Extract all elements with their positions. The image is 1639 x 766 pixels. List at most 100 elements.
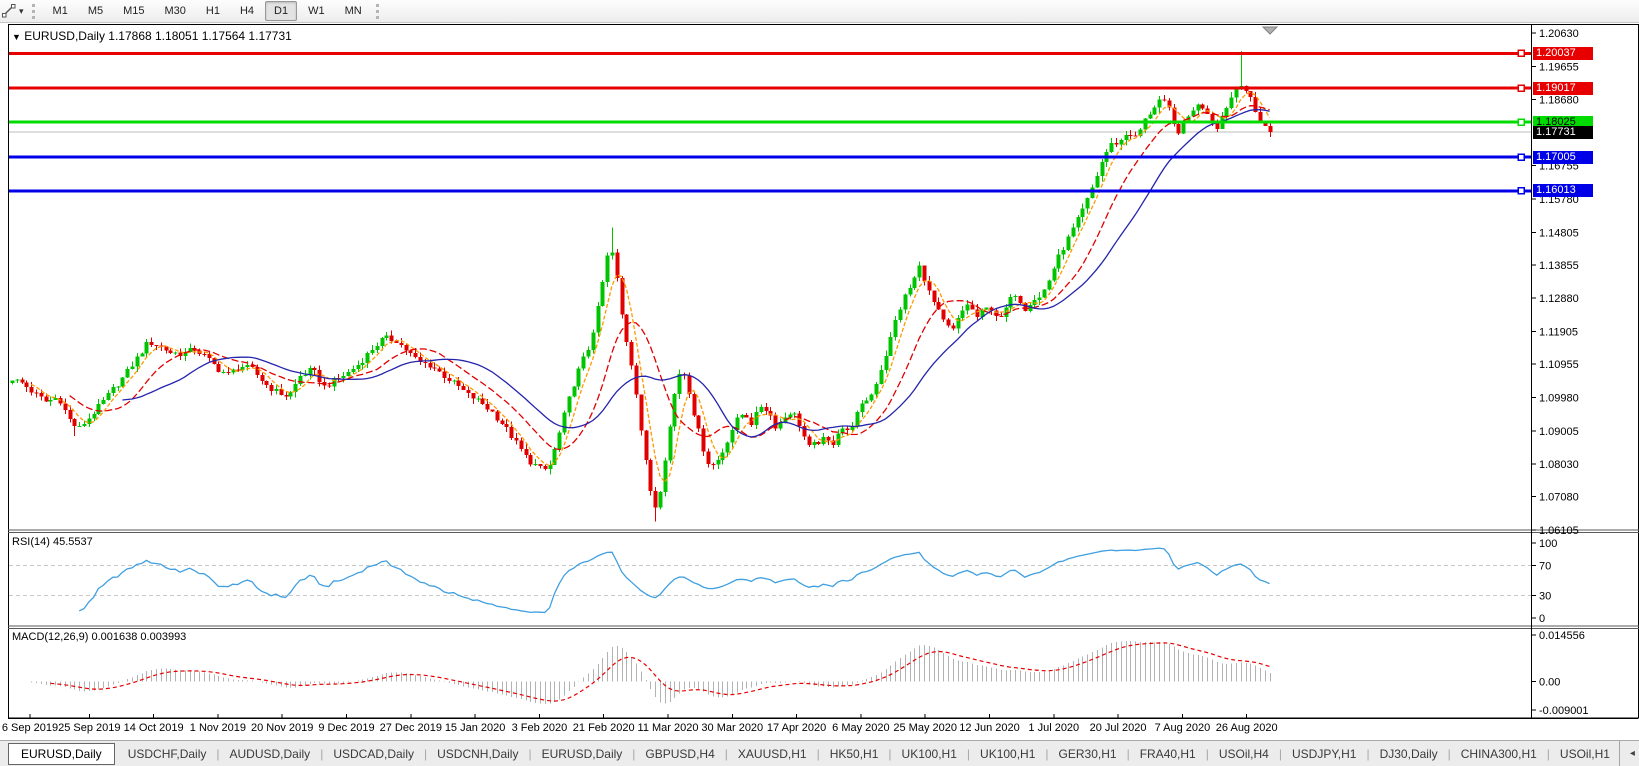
tab-uk100-h1[interactable]: UK100,H1 <box>980 746 1036 761</box>
tab-usoil-h4[interactable]: USOil,H4 <box>1218 746 1269 761</box>
rsi-panel: 100 70 30 0 <box>9 538 1557 625</box>
tab-separator: | <box>1546 746 1550 761</box>
date-label: 20 Nov 2019 <box>251 722 313 734</box>
macd-panel: 0.014556 0.00 -0.009001 <box>30 630 1589 717</box>
date-label: 15 Jan 2020 <box>445 722 506 734</box>
svg-text:0.014556: 0.014556 <box>1539 630 1585 642</box>
price-line-label-1.17005: 1.17005 <box>1533 151 1593 164</box>
svg-text:100: 100 <box>1539 538 1557 550</box>
tab-usdcnh-daily[interactable]: USDCNH,Daily <box>437 746 519 761</box>
tab-scroll-left-icon[interactable]: ◂ <box>1629 748 1635 759</box>
svg-text:0.00: 0.00 <box>1539 676 1560 688</box>
svg-text:0: 0 <box>1539 613 1545 625</box>
toolbar-grip[interactable] <box>31 3 35 19</box>
date-label: 1 Jul 2020 <box>1028 722 1079 734</box>
tab-scroll-buttons: ◂ ▸ <box>1618 741 1639 766</box>
svg-text:1.10955: 1.10955 <box>1539 359 1579 371</box>
tab-eurusd-daily[interactable]: EURUSD,Daily <box>8 742 115 765</box>
tab-usdjpy-h1[interactable]: USDJPY,H1 <box>1291 746 1357 761</box>
timeframe-button-m1[interactable]: M1 <box>52 5 68 17</box>
tab-hk50-h1[interactable]: HK50,H1 <box>829 746 879 761</box>
hline-handle-1.16013[interactable] <box>1517 187 1525 195</box>
timeframe-button-h1[interactable]: H1 <box>205 5 220 17</box>
chart-window-frame <box>8 24 1639 719</box>
price-line-label-1.17731: 1.17731 <box>1533 126 1593 139</box>
toolbar-grip-2[interactable] <box>375 3 379 19</box>
price-line-label-1.16013: 1.16013 <box>1533 184 1593 197</box>
svg-text:1.14805: 1.14805 <box>1539 227 1579 239</box>
tab-separator: | <box>1366 746 1370 761</box>
date-label: 6 May 2020 <box>832 722 889 734</box>
horizontal-lines[interactable] <box>9 49 1531 195</box>
svg-text:1.13855: 1.13855 <box>1539 260 1579 272</box>
chart-shift-marker-icon[interactable] <box>1261 26 1279 35</box>
hline-handle-1.17005[interactable] <box>1517 153 1525 161</box>
timeframe-button-mn[interactable]: MN <box>344 5 362 17</box>
tab-usdcad-daily[interactable]: USDCAD,Daily <box>333 746 414 761</box>
svg-text:1.08030: 1.08030 <box>1539 459 1579 471</box>
date-label: 21 Feb 2020 <box>573 722 635 734</box>
hline-handle-1.20037[interactable] <box>1517 49 1525 58</box>
date-label: 14 Oct 2019 <box>124 722 184 734</box>
tab-separator: | <box>1205 746 1209 761</box>
tab-xauusd-h1[interactable]: XAUUSD,H1 <box>737 746 807 761</box>
chart-tab-bar: EURUSD,Daily USDCHF,Daily | AUDUSD,Daily | US… <box>0 740 1639 766</box>
tab-separator: | <box>424 746 428 761</box>
tab-separator: | <box>320 746 324 761</box>
tab-fra40-h1[interactable]: FRA40,H1 <box>1139 746 1196 761</box>
moving-average-13 <box>69 105 1270 451</box>
tab-gbpusd-h4[interactable]: GBPUSD,H4 <box>645 746 715 761</box>
price-line-label-1.19017: 1.19017 <box>1533 82 1593 95</box>
svg-text:1.19655: 1.19655 <box>1539 61 1579 73</box>
chart-canvas[interactable]: 1.206301.196551.186801.167551.157801.148… <box>0 0 1639 742</box>
tool-dropdown-icon[interactable]: ▾ <box>19 5 24 16</box>
tab-separator: | <box>966 746 971 761</box>
macd-indicator-label: MACD(12,26,9) 0.001638 0.003993 <box>12 631 187 643</box>
tab-china300-h1[interactable]: CHINA300,H1 <box>1460 746 1537 761</box>
chart-symbol: EURUSD,Daily <box>24 29 105 43</box>
timeframe-button-d1[interactable]: D1 <box>265 1 298 21</box>
tab-usoil-h1[interactable]: USOil,H1 <box>1559 746 1610 761</box>
date-label: 20 Jul 2020 <box>1090 722 1147 734</box>
svg-text:1.18680: 1.18680 <box>1539 95 1579 107</box>
date-label: 30 Mar 2020 <box>701 722 763 734</box>
tab-usdchf-daily[interactable]: USDCHF,Daily <box>127 746 207 761</box>
timeframe-button-w1[interactable]: W1 <box>308 5 325 17</box>
timeframe-button-h4[interactable]: H4 <box>239 5 255 17</box>
tab-eurusd-daily[interactable]: EURUSD,Daily <box>541 746 623 761</box>
tab-uk100-h1[interactable]: UK100,H1 <box>901 746 957 761</box>
date-label: 9 Dec 2019 <box>318 722 374 734</box>
chart-tabs: EURUSD,Daily USDCHF,Daily | AUDUSD,Daily | US… <box>0 742 1619 765</box>
tab-separator: | <box>888 746 892 761</box>
date-label: 11 Mar 2020 <box>638 722 699 734</box>
hline-handle-1.18025[interactable] <box>1517 118 1525 126</box>
timeframe-button-m30[interactable]: M30 <box>164 5 186 17</box>
trendline-tool-icon[interactable] <box>1 3 17 19</box>
price-line-label-1.18025: 1.18025 <box>1533 116 1593 129</box>
tab-separator: | <box>1045 746 1049 761</box>
macd-signal-line <box>50 642 1270 702</box>
tab-audusd-daily[interactable]: AUDUSD,Daily <box>229 746 311 761</box>
svg-text:1.09980: 1.09980 <box>1539 392 1579 404</box>
date-label: 25 May 2020 <box>893 722 957 734</box>
date-label: 26 Aug 2020 <box>1216 722 1278 734</box>
hline-handle-1.19017[interactable] <box>1517 84 1525 92</box>
moving-average-5 <box>30 91 1271 484</box>
svg-text:70: 70 <box>1539 561 1551 573</box>
date-label: 27 Dec 2019 <box>380 722 442 734</box>
date-label: 12 Jun 2020 <box>959 722 1020 734</box>
rsi-line <box>78 547 1270 614</box>
tab-separator: | <box>216 746 220 761</box>
tab-dj30-daily[interactable]: DJ30,Daily <box>1379 746 1438 761</box>
timeframe-button-m5[interactable]: M5 <box>87 5 104 17</box>
chart-ohlc-values: 1.17868 1.18051 1.17564 1.17731 <box>108 29 292 43</box>
collapse-icon[interactable]: ▼ <box>12 32 21 42</box>
timeframe-button-m15[interactable]: M15 <box>123 5 145 17</box>
rsi-indicator-label: RSI(14) 45.5537 <box>12 536 93 548</box>
tab-separator: | <box>1278 746 1282 761</box>
timeframe-button-group: M1 M5 M15 M30 H1 H4 D1 W1 MN <box>43 1 372 21</box>
tab-ger30-h1[interactable]: GER30,H1 <box>1058 746 1117 761</box>
svg-text:-0.009001: -0.009001 <box>1539 705 1589 717</box>
tab-separator: | <box>528 746 532 761</box>
svg-text:1.09005: 1.09005 <box>1539 426 1579 438</box>
